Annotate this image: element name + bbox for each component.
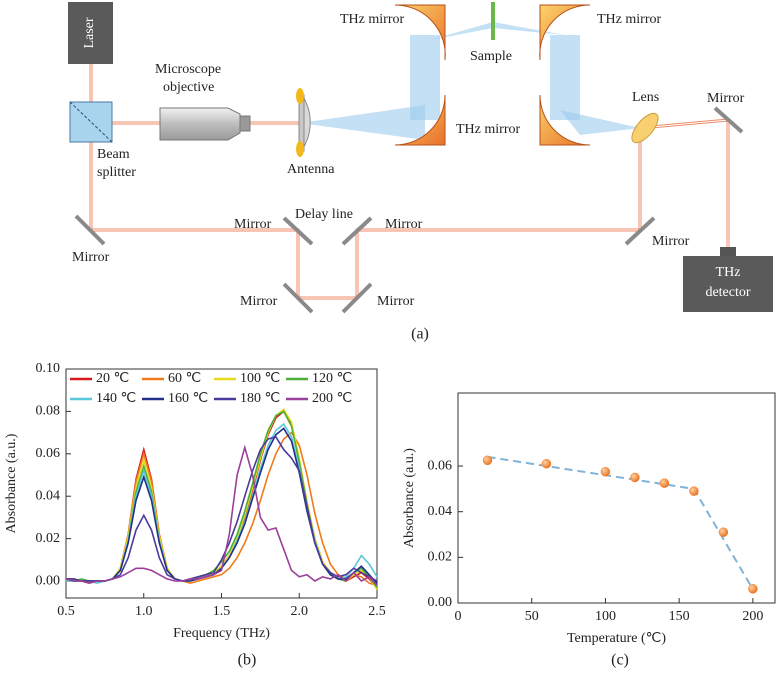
thz-beam	[410, 35, 440, 120]
objective	[159, 107, 241, 141]
beam-splitter	[69, 101, 113, 143]
point	[541, 459, 552, 469]
label: Mirror	[377, 294, 415, 309]
thz-mirror	[539, 94, 591, 146]
label: Laser	[82, 17, 97, 48]
thz-beam	[550, 35, 580, 120]
legend-label: 160 ℃	[168, 391, 208, 406]
y-tick-label: 0.04	[428, 504, 453, 519]
mirror	[282, 282, 314, 314]
electrode	[296, 88, 304, 104]
label: Sample	[470, 49, 512, 64]
thz-beam	[560, 110, 640, 135]
y-tick-label: 0.10	[36, 361, 61, 376]
mirror	[341, 282, 373, 314]
caption: (b)	[238, 652, 257, 669]
label: Delay line	[295, 207, 353, 222]
legend-label: 100 ℃	[240, 371, 280, 386]
laser	[68, 2, 113, 64]
x-axis-label: Frequency (THz)	[173, 626, 270, 641]
caption: (c)	[611, 652, 629, 669]
thz-detector	[683, 256, 773, 312]
label: THz	[716, 265, 741, 280]
lens	[631, 112, 659, 144]
x-tick-label: 1.0	[135, 604, 153, 619]
series-line	[65, 408, 378, 590]
point	[659, 478, 670, 488]
label: Antenna	[287, 162, 335, 177]
point	[600, 467, 611, 477]
label: Mirror	[234, 217, 272, 232]
point	[748, 584, 758, 594]
label: Mirror	[240, 294, 278, 309]
y-tick-label: 0.06	[36, 446, 61, 461]
y-tick-label: 0.08	[36, 404, 61, 419]
x-tick-label: 0.5	[57, 604, 75, 619]
detector-head	[720, 247, 736, 257]
label: detector	[705, 285, 750, 300]
point	[630, 472, 640, 483]
legend-label: 140 ℃	[96, 391, 136, 406]
label: THz mirror	[597, 12, 661, 27]
y-tick-label: 0.00	[36, 573, 61, 588]
y-axis-label: Absorbance (a.u.)	[4, 433, 19, 533]
setup-diagram: Laser THz detector Microscope objective …	[68, 2, 773, 343]
mirror	[282, 216, 314, 246]
electrode	[296, 141, 304, 157]
legend-label: 60 ℃	[168, 371, 201, 386]
x-tick-label: 100	[595, 609, 616, 624]
x-tick-label: 2.5	[368, 604, 386, 619]
mirror	[624, 216, 656, 246]
plot-frame	[457, 392, 776, 604]
thz-beam	[430, 22, 565, 40]
label: Lens	[632, 90, 659, 105]
legend-label: 200 ℃	[312, 391, 352, 406]
mirror	[341, 216, 373, 246]
point	[718, 527, 729, 537]
x-tick-label: 50	[525, 609, 539, 624]
x-tick-label: 150	[669, 609, 690, 624]
x-tick-label: 1.5	[213, 604, 231, 619]
label: Mirror	[72, 250, 110, 265]
y-axis-label: Absorbance (a.u.)	[402, 448, 417, 548]
thz-mirror	[394, 94, 446, 146]
x-tick-label: 0	[455, 609, 462, 624]
label: Microscope	[155, 62, 221, 77]
point	[689, 486, 699, 496]
label: THz mirror	[340, 12, 404, 27]
mirror	[713, 106, 744, 134]
legend-label: 20 ℃	[96, 371, 129, 386]
y-tick-label: 0.00	[428, 595, 453, 610]
y-tick-label: 0.04	[36, 488, 61, 503]
label: Mirror	[707, 91, 745, 106]
legend-label: 180 ℃	[240, 391, 280, 406]
thz-beam	[300, 105, 425, 140]
fit-line	[487, 455, 754, 590]
mirror	[74, 214, 106, 246]
series-line	[65, 444, 378, 586]
objective-tip	[239, 115, 251, 132]
sample	[491, 2, 495, 40]
x-tick-label: 200	[742, 609, 763, 624]
label: objective	[163, 80, 214, 95]
series-line	[66, 435, 378, 582]
label: THz mirror	[456, 122, 520, 137]
point	[482, 455, 493, 466]
thz-mirror	[539, 4, 591, 61]
caption: (a)	[411, 326, 429, 343]
x-axis-label: Temperature (℃)	[567, 631, 666, 646]
y-tick-label: 0.06	[428, 458, 453, 473]
label: Mirror	[652, 234, 690, 249]
thz-mirror	[394, 4, 446, 61]
y-tick-label: 0.02	[36, 531, 61, 546]
label: splitter	[97, 165, 136, 180]
label: Mirror	[385, 217, 423, 232]
legend-label: 120 ℃	[312, 371, 352, 386]
x-tick-label: 2.0	[291, 604, 309, 619]
label: Beam	[97, 147, 130, 162]
y-tick-label: 0.02	[428, 550, 453, 565]
